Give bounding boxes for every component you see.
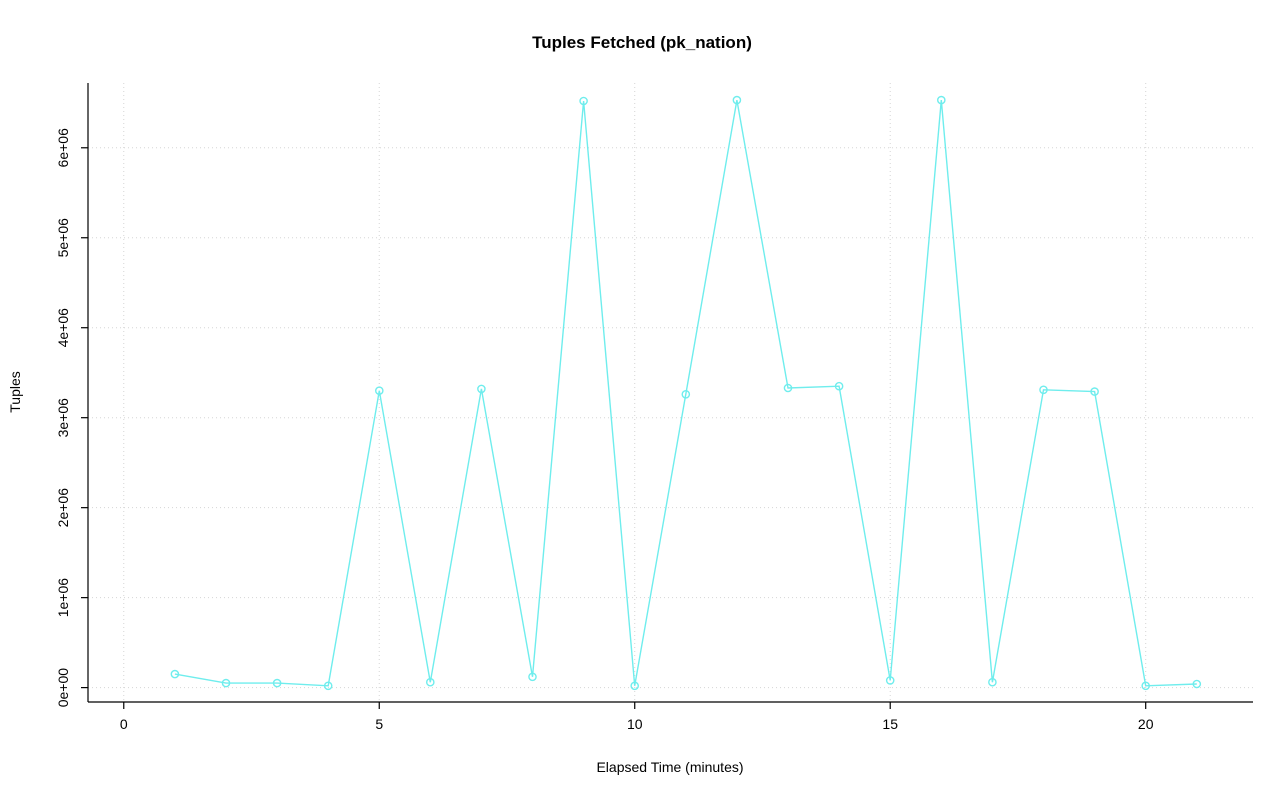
data-point <box>477 384 486 394</box>
data-point <box>630 681 640 691</box>
data-point <box>1039 385 1048 395</box>
x-tick-label: 10 <box>627 716 643 732</box>
y-tick-label: 6e+06 <box>55 128 71 168</box>
data-point <box>1090 387 1099 396</box>
data-point <box>374 386 384 396</box>
y-axis-label: Tuples <box>7 371 23 413</box>
data-point <box>1192 679 1202 689</box>
data-point <box>579 96 588 106</box>
data-point <box>885 676 895 685</box>
y-tick-label: 3e+06 <box>55 398 71 438</box>
series-layer <box>170 95 1202 691</box>
x-tick-label: 0 <box>120 716 128 732</box>
data-point <box>170 669 180 679</box>
y-tick-label: 1e+06 <box>55 578 71 618</box>
y-tick-label: 2e+06 <box>55 488 71 528</box>
data-point <box>732 95 742 105</box>
y-tick-label: 0e+00 <box>55 668 71 708</box>
data-line <box>174 99 1197 687</box>
axes-layer: 0 5 10 15 20 0e+00 1e+06 2e+06 3e+06 4e+06 5e+06 6e… <box>55 83 1253 732</box>
x-tick-label: 5 <box>375 716 383 732</box>
data-point <box>1141 681 1150 691</box>
x-tick-label: 20 <box>1138 716 1154 732</box>
chart-title: Tuples Fetched (pk_nation) <box>532 33 752 52</box>
data-point <box>323 681 333 691</box>
data-point <box>681 389 691 399</box>
x-tick-label: 15 <box>882 716 898 732</box>
data-point <box>272 678 282 688</box>
y-tick-label: 5e+06 <box>55 218 71 258</box>
grid-layer <box>88 83 1253 702</box>
data-point <box>988 677 997 687</box>
y-tick-label: 4e+06 <box>55 308 71 348</box>
data-point <box>425 677 435 687</box>
data-point <box>221 678 231 688</box>
data-point <box>528 672 537 682</box>
x-axis-label: Elapsed Time (minutes) <box>596 759 743 775</box>
data-point <box>834 381 844 391</box>
data-point <box>783 383 793 393</box>
data-point <box>937 95 946 105</box>
